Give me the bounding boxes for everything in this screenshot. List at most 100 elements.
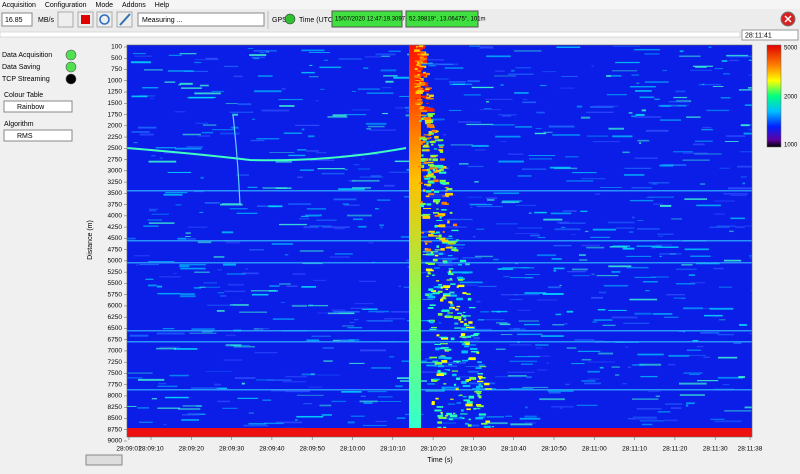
texture [668,354,690,357]
texture [626,266,649,269]
texture [598,291,607,294]
event-texture [455,308,459,311]
texture [553,269,557,272]
texture [441,386,460,389]
event-texture [432,168,435,172]
texture [286,285,298,287]
texture [724,410,752,412]
texture [637,139,650,142]
event-texture [426,294,430,296]
event-texture [442,230,445,233]
event-texture [438,252,443,256]
event-texture [417,53,426,55]
event-texture [453,412,456,414]
texture [740,124,750,127]
texture [435,63,459,66]
texture [237,103,252,106]
texture [686,349,702,351]
event-texture [468,321,473,324]
event-texture [462,271,469,274]
event-texture [428,130,433,134]
event-texture [428,132,434,135]
band-line [127,190,752,192]
texture [542,293,564,295]
texture [285,390,310,393]
event-texture [426,97,434,100]
texture [271,389,287,392]
texture [553,267,565,270]
event-texture [468,344,476,346]
algorithm-select[interactable] [3,129,73,142]
menu-item[interactable]: Acquisition [2,2,36,9]
texture [565,156,579,158]
texture [733,342,742,344]
texture [487,199,495,201]
event-texture [461,314,464,317]
event-texture [429,304,436,307]
texture [444,67,464,69]
pause-button[interactable] [57,11,74,28]
texture [627,366,632,368]
texture [623,322,650,324]
menu-item[interactable]: Mode [96,2,114,9]
event-texture [418,56,425,59]
texture [639,142,642,144]
colour-table-select[interactable] [3,100,73,113]
texture [517,309,531,311]
rate-field[interactable] [1,12,33,27]
event-texture [422,213,431,216]
texture [327,116,348,118]
event-texture [436,406,444,408]
texture [342,203,350,205]
texture [301,71,315,74]
texture [131,95,148,98]
texture [225,103,238,105]
event-texture [416,84,425,86]
refresh-button[interactable] [96,11,113,28]
texture [612,70,638,72]
texture [448,109,462,112]
event-texture [463,315,471,317]
texture [639,420,665,422]
event-texture [416,103,421,106]
event-texture [427,108,435,112]
texture [163,152,181,154]
event-texture [425,121,431,125]
texture [395,385,403,388]
texture [254,90,282,93]
texture [509,299,523,301]
texture [251,293,269,296]
menu-item[interactable]: Addons [122,2,146,9]
menu-item[interactable]: Help [155,2,170,9]
event-texture [491,426,495,428]
event-texture [437,164,444,168]
plot-tools[interactable] [85,454,123,466]
event-texture [429,137,432,139]
texture [199,211,204,213]
texture [729,230,734,233]
texture [659,204,672,207]
event-texture [414,75,421,78]
event-texture [461,278,465,280]
menu-item[interactable]: Configuration [45,2,87,9]
texture [694,153,722,155]
texture [309,64,313,67]
texture [503,275,510,278]
texture [695,263,720,265]
event-texture [460,333,466,337]
event-texture [476,352,480,354]
event-texture [416,47,423,51]
event-texture [433,235,442,237]
y-tick-label: 2500 [108,145,123,152]
texture [443,417,465,420]
y-tick-label: 1750 [108,111,123,118]
event-texture [422,72,430,76]
texture [479,46,494,49]
texture [688,274,696,276]
texture [510,423,533,426]
event-texture [460,413,468,415]
texture [480,319,505,321]
event-texture [426,107,433,110]
texture [250,139,265,142]
event-texture [468,418,471,421]
